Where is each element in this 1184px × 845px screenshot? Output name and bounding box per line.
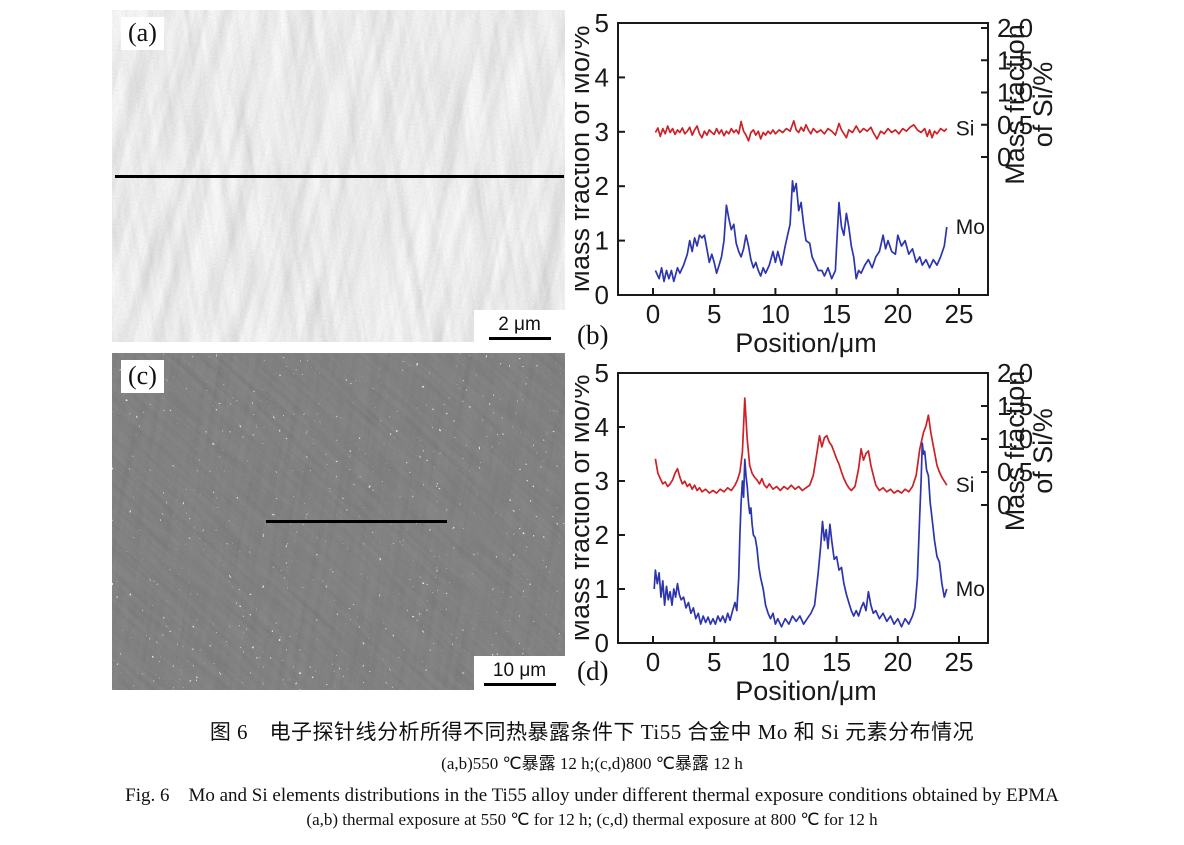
y-left-tick-label: 5 xyxy=(595,8,609,38)
scale-bar-c-line xyxy=(483,682,556,686)
x-tick-label: 0 xyxy=(646,299,660,329)
chart-b: 0 5 10 15 20 2501234500.51.01.52.0Position/μm… xyxy=(575,8,1058,358)
caption-english-subtitle: (a,b) thermal exposure at 550 ℃ for 12 h… xyxy=(306,810,878,829)
series-si-line xyxy=(654,120,948,142)
y-left-tick-label: 4 xyxy=(595,412,609,442)
y-left-tick-label: 0 xyxy=(595,628,609,658)
x-tick-label: 15 xyxy=(822,299,851,329)
scale-bar-a-line xyxy=(488,336,551,340)
plot-box xyxy=(617,22,989,296)
x-tick-label: 15 xyxy=(822,647,851,677)
x-tick-label: 25 xyxy=(945,647,974,677)
y-left-tick-label: 2 xyxy=(595,171,609,201)
y-right-tick-label: 1.0 xyxy=(997,78,1033,108)
scale-bar-c-label: 10 μm xyxy=(492,659,547,681)
sem-micrograph-a: (a) 2 μm xyxy=(112,10,565,342)
y-left-tick-label: 4 xyxy=(595,62,609,92)
x-tick-label: 5 xyxy=(707,647,721,677)
panel-label-a: (a) xyxy=(121,17,164,50)
series-mo-label: Mo xyxy=(956,216,985,239)
x-tick-label: 25 xyxy=(945,299,974,329)
line-scan-marker-c xyxy=(266,520,447,523)
y-right-tick-label: 0.5 xyxy=(997,457,1033,487)
series-si-line xyxy=(654,397,948,494)
y-right-axis-title-line2: of Si/% xyxy=(1028,408,1058,494)
chart-d: 0 5 10 15 20 2501234500.51.01.52.0Position/μm… xyxy=(575,360,1058,706)
series-si-label: Si xyxy=(956,474,975,497)
scale-bar-c: 10 μm xyxy=(474,656,565,690)
scale-bar-a: 2 μm xyxy=(474,310,565,342)
x-tick-label: 10 xyxy=(761,299,790,329)
series-mo-line xyxy=(654,179,948,283)
x-tick-label: 0 xyxy=(646,647,660,677)
y-left-axis-title: Mass fraction of Mo/% xyxy=(575,25,595,292)
y-right-tick-label: 0 xyxy=(997,142,1011,172)
series-mo-label: Mo xyxy=(956,578,985,601)
y-left-tick-label: 0 xyxy=(595,280,609,310)
x-tick-label: 20 xyxy=(883,647,912,677)
y-right-axis-title-line2: of Si/% xyxy=(1028,62,1058,148)
y-left-tick-label: 3 xyxy=(595,466,609,496)
y-right-tick-label: 1.5 xyxy=(997,391,1033,421)
sem-micrograph-c: (c) 10 μm xyxy=(112,353,565,690)
series-si-label: Si xyxy=(956,118,975,141)
caption-chinese-subtitle: (a,b)550 ℃暴露 12 h;(c,d)800 ℃暴露 12 h xyxy=(441,754,743,773)
y-left-axis-title: Mass fraction of Mo/% xyxy=(575,374,595,641)
caption-english-title: Fig. 6 Mo and Si elements distributions … xyxy=(125,785,1059,806)
y-left-tick-label: 1 xyxy=(595,574,609,604)
x-axis-title: Position/μm xyxy=(735,676,877,706)
caption-chinese-title: 图 6 电子探针线分析所得不同热暴露条件下 Ti55 合金中 Mo 和 Si 元… xyxy=(209,720,975,744)
panel-label-b: (b) xyxy=(577,320,609,350)
y-left-tick-label: 5 xyxy=(595,360,609,388)
x-tick-label: 5 xyxy=(707,299,721,329)
y-left-tick-label: 1 xyxy=(595,226,609,256)
plot-box xyxy=(617,372,989,644)
y-right-tick-label: 2.0 xyxy=(997,360,1033,388)
y-right-tick-label: 1.0 xyxy=(997,424,1033,454)
x-tick-label: 20 xyxy=(883,299,912,329)
x-tick-label: 10 xyxy=(761,647,790,677)
y-right-axis-title-line1: Mass fraction xyxy=(1000,24,1030,185)
line-scan-marker-a xyxy=(115,175,564,178)
panel-label-d: (d) xyxy=(577,656,609,686)
scale-bar-a-label: 2 μm xyxy=(498,313,541,335)
y-right-tick-label: 2.0 xyxy=(997,13,1033,43)
y-right-axis-title-line1: Mass fraction xyxy=(1000,371,1030,532)
y-right-tick-label: 0 xyxy=(997,490,1011,520)
y-right-tick-label: 1.5 xyxy=(997,45,1033,75)
x-axis-title: Position/μm xyxy=(735,328,877,358)
series-mo-line xyxy=(653,442,948,628)
y-left-tick-label: 3 xyxy=(595,117,609,147)
panel-label-c: (c) xyxy=(121,360,164,393)
y-right-tick-label: 0.5 xyxy=(997,110,1033,140)
y-left-tick-label: 2 xyxy=(595,520,609,550)
